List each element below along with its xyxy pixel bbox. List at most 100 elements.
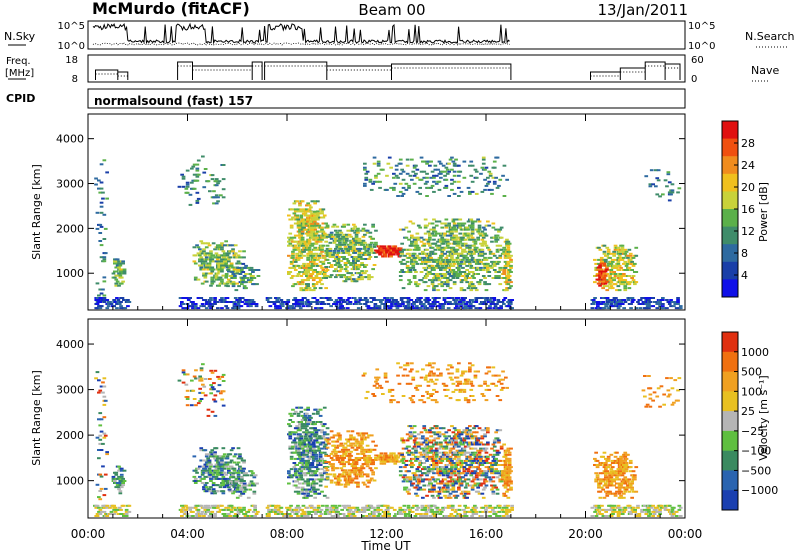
echo-cell-1853 [468,244,472,247]
echo-cell-1142 [364,432,369,435]
echo-cell-247 [218,486,223,489]
echo-cell-2055 [363,168,367,171]
echo-cell-1312 [412,435,417,438]
echo-cell-2010 [491,222,496,225]
echo-cell-927 [313,210,317,213]
ground-cell-2955 [380,299,385,301]
echo-cell-21 [99,475,104,478]
echo-cell-1876 [470,256,475,259]
echo-cell-1403 [415,244,420,247]
echo-cell-308 [227,252,231,255]
echo-cell-193 [209,463,213,466]
echo-cell-1086 [349,262,353,264]
ground-cell-2833 [293,297,298,299]
echo-cell-110 [191,165,196,168]
echo-cell-614 [302,250,306,253]
echo-cell-1476 [428,258,432,261]
nave-trace [95,65,680,77]
echo-cell-159 [200,242,205,245]
echo-cell-461 [287,244,291,247]
echo-cell-45 [113,276,117,279]
echo-cell-1459 [425,224,429,227]
echo-cell-1873 [470,275,475,277]
echo-cell-183 [207,459,212,462]
echo-cell-30 [102,280,107,283]
echo-cell-1110 [352,247,356,250]
echo-cell-154 [203,484,208,487]
echo-cell-2012 [492,269,497,271]
ground-cell-2882 [327,297,332,299]
ground-cell-3107 [466,307,470,310]
echo-cell-708 [307,419,312,421]
echo-cell-2552 [634,281,639,284]
ground-cell-3277 [644,303,649,305]
echo-cell-1020 [339,276,344,279]
echo-cell-2044 [498,256,503,259]
echo-cell-326 [231,447,235,450]
echo-cell-2223 [470,180,475,183]
echo-cell-1400 [425,447,429,450]
echo-cell-2014 [492,262,497,265]
echo-cell-383 [217,180,222,183]
echo-cell-1084 [349,272,353,275]
echo-cell-522 [295,464,299,466]
echo-cell-1939 [479,266,483,269]
echo-cell-630 [303,248,308,251]
echo-cell-194 [207,254,212,257]
echo-cell-1469 [433,480,438,483]
ground-cell-2750 [229,301,234,303]
echo-cell-2543 [631,275,636,277]
echo-cell-294 [225,463,230,466]
echo-cell-587 [300,490,305,493]
echo-cell-500 [292,433,297,436]
echo-cell-1546 [434,220,439,223]
echo-cell-679 [306,464,310,466]
echo-cell-606 [300,200,305,203]
echo-cell-1380 [422,449,427,452]
echo-cell-271 [220,242,224,245]
echo-cell-997 [343,446,348,449]
echo-cell-1874 [470,271,475,273]
echo-cell-142 [200,473,205,476]
echo-cell-2023 [494,236,498,239]
echo-cell-2332 [509,281,513,284]
echo-cell-2066 [372,180,377,183]
echo-cell-1129 [363,483,367,486]
echo-cell-91 [185,404,190,407]
echo-cell-135 [193,262,198,265]
echo-cell-895 [324,438,328,441]
echo-cell-1416 [418,256,422,259]
ground-cell-2854 [305,299,310,301]
echo-cell-2318 [506,248,511,251]
echo-cell-1534 [440,482,445,485]
echo-cell-2310 [506,271,511,273]
echo-cell-2537 [630,277,634,279]
echo-cell-1531 [439,433,443,436]
echo-cell-1034 [349,444,353,447]
echo-cell-1255 [403,474,407,477]
echo-cell-862 [322,273,327,275]
echo-cell-1999 [488,252,493,255]
echo-cell-1799 [462,262,467,265]
echo-cell-2029 [495,250,500,253]
ground-cell-2694 [186,299,191,301]
echo-cell-538 [296,246,301,249]
echo-cell-457 [256,269,261,271]
echo-cell-394 [217,384,222,387]
echo-cell-2288 [505,289,509,292]
echo-cell-838 [320,238,324,241]
echo-cell-1143 [365,485,370,488]
echo-cell-112 [199,398,204,400]
echo-cell-1304 [394,251,399,254]
echo-cell-2427 [610,258,615,261]
echo-cell-742 [311,264,316,267]
echo-cell-465 [287,470,291,473]
echo-cell-1257 [404,486,409,489]
echo-cell-1630 [444,224,449,227]
echo-cell-534 [296,478,301,481]
ground-cell-3312 [665,307,669,310]
echo-cell-477 [288,412,293,415]
ground-cell-2950 [377,307,382,310]
echo-cell-422 [235,486,240,489]
echo-cell-4 [97,496,101,499]
